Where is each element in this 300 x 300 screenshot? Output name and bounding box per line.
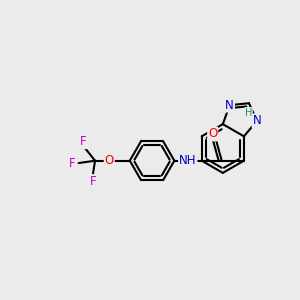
Text: N: N [253,114,261,128]
Text: F: F [90,175,97,188]
Text: F: F [80,135,86,148]
Text: N: N [225,99,234,112]
Text: O: O [208,128,217,140]
Text: F: F [69,157,75,169]
Text: O: O [105,154,114,166]
Text: NH: NH [179,154,196,166]
Text: H: H [245,108,252,118]
